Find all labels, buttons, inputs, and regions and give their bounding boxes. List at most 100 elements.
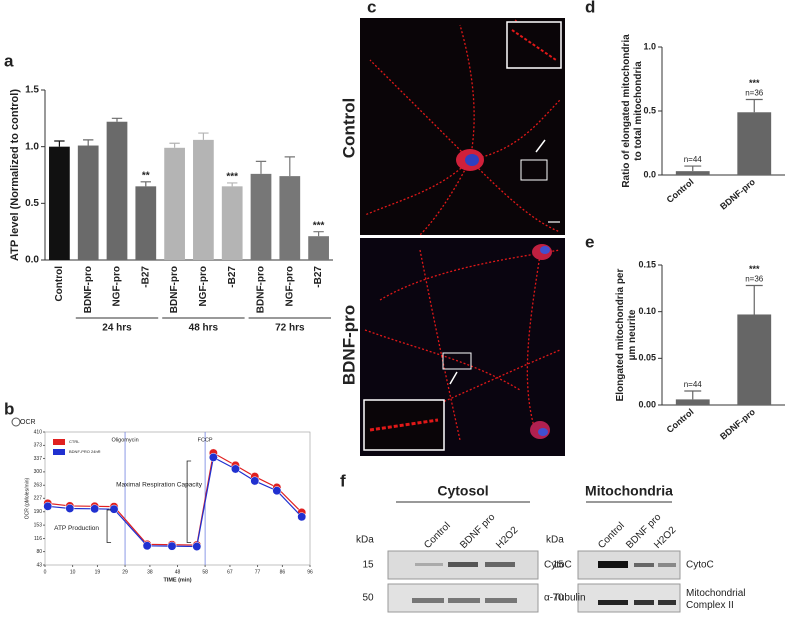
band-name: α-Tubulin bbox=[544, 593, 586, 604]
n-label: n=44 bbox=[684, 155, 703, 164]
lane-label: Control bbox=[596, 520, 627, 551]
point bbox=[297, 512, 307, 522]
x-tick-label: -B27 bbox=[140, 266, 151, 288]
band-mw: 15 bbox=[362, 560, 374, 571]
x-tick-label: 96 bbox=[307, 569, 313, 575]
band-mw: 50 bbox=[362, 593, 374, 604]
error-bar bbox=[198, 132, 209, 140]
band-mw: 15 bbox=[552, 560, 564, 571]
error-bar bbox=[169, 142, 180, 148]
y-tick-label: 116 bbox=[34, 536, 42, 542]
y-tick-label: 1.5 bbox=[25, 85, 39, 96]
n-label: n=44 bbox=[684, 380, 703, 389]
bracket bbox=[186, 460, 192, 543]
y-tick-label: 43 bbox=[36, 562, 42, 568]
error-bar bbox=[684, 390, 702, 400]
x-tick-label: 29 bbox=[122, 569, 128, 575]
y-tick-label: 0.05 bbox=[638, 353, 656, 363]
series-line bbox=[47, 456, 303, 548]
x-tick-label: 86 bbox=[280, 569, 286, 575]
error-bar bbox=[255, 160, 267, 174]
y-tick-label: 300 bbox=[34, 469, 43, 475]
band-name: CytoC bbox=[686, 560, 714, 571]
significance: *** bbox=[226, 172, 238, 183]
point bbox=[142, 541, 152, 551]
error-bar bbox=[745, 98, 763, 113]
y-tick-label: 0.15 bbox=[638, 259, 656, 269]
y-tick-label: 227 bbox=[34, 496, 43, 502]
y-axis-label: ATP level (Normalized to control) bbox=[9, 89, 21, 261]
bar bbox=[279, 176, 301, 260]
x-tick-label: BDNF-pro bbox=[718, 176, 757, 211]
x-tick-label: Control bbox=[665, 407, 696, 435]
bar bbox=[106, 121, 128, 260]
point bbox=[272, 486, 282, 496]
y-tick-label: 0.10 bbox=[638, 306, 656, 316]
x-tick-label: 0 bbox=[44, 569, 47, 575]
ocr-badge bbox=[11, 417, 21, 427]
point bbox=[109, 504, 119, 514]
row-label: Control bbox=[339, 98, 358, 158]
x-tick-label: 19 bbox=[95, 569, 101, 575]
annotation: ATP Production bbox=[54, 525, 99, 532]
x-tick-label: 77 bbox=[255, 569, 261, 575]
x-tick-label: -B27 bbox=[313, 266, 324, 288]
error-bar bbox=[745, 284, 763, 315]
lane-label: Control bbox=[422, 520, 453, 551]
bar bbox=[164, 147, 185, 260]
x-tick-label: 48 bbox=[175, 569, 181, 575]
annotation: Maximal Respiration Capacity bbox=[116, 481, 203, 488]
y-tick-label: 263 bbox=[34, 483, 43, 489]
bar bbox=[737, 314, 772, 405]
western-blots bbox=[387, 550, 681, 613]
error-bar bbox=[83, 139, 94, 146]
significance: *** bbox=[749, 78, 760, 88]
x-tick-label: NGF-pro bbox=[198, 266, 209, 307]
significance: *** bbox=[313, 220, 325, 231]
bar bbox=[135, 186, 157, 260]
panel-label: d bbox=[585, 0, 595, 16]
point bbox=[192, 542, 202, 551]
error-bar bbox=[227, 182, 238, 187]
x-tick-label: Control bbox=[54, 266, 65, 302]
bar bbox=[308, 236, 329, 260]
panel-label: f bbox=[340, 471, 346, 490]
y-tick-label: 0.5 bbox=[25, 198, 39, 209]
error-bar bbox=[313, 231, 324, 237]
x-tick-label: 10 bbox=[70, 569, 76, 575]
group-label: 24 hrs bbox=[102, 323, 132, 334]
row-label: BDNF-pro bbox=[339, 305, 358, 385]
error-bar bbox=[54, 140, 65, 147]
y-tick-label: 80 bbox=[36, 549, 42, 555]
y-tick-label: 190 bbox=[34, 509, 43, 515]
band-name: Mitochondrial Complex II bbox=[686, 588, 745, 611]
x-tick-label: BDNF-pro bbox=[83, 266, 94, 313]
y-tick-label: 1.0 bbox=[25, 141, 39, 152]
bar bbox=[77, 145, 99, 260]
x-tick-label: 58 bbox=[202, 569, 208, 575]
group-label: 72 hrs bbox=[275, 323, 305, 334]
legend-label: BDNF-PRO 24hR bbox=[69, 449, 101, 454]
y-tick-label: 0.0 bbox=[643, 169, 656, 179]
bar bbox=[49, 146, 70, 260]
bar bbox=[221, 186, 243, 260]
bar bbox=[737, 112, 772, 175]
lane-label: BDNF pro bbox=[458, 511, 498, 551]
y-tick-label: 153 bbox=[34, 522, 43, 528]
x-tick-label: BDNF-pro bbox=[256, 266, 267, 313]
point bbox=[90, 504, 100, 514]
blot-title: Cytosol bbox=[437, 483, 488, 499]
panel-label: b bbox=[4, 399, 14, 418]
kda-label: kDa bbox=[546, 535, 564, 546]
micrographs bbox=[360, 18, 565, 456]
x-tick-label: 38 bbox=[147, 569, 153, 575]
corner-label: OCR bbox=[20, 419, 36, 426]
error-bar bbox=[284, 156, 295, 177]
group-label: 48 hrs bbox=[189, 323, 219, 334]
n-label: n=36 bbox=[745, 89, 764, 98]
x-tick-label: Control bbox=[665, 177, 696, 205]
point bbox=[65, 504, 75, 513]
kda-label: kDa bbox=[356, 535, 374, 546]
legend-swatch bbox=[53, 449, 65, 455]
